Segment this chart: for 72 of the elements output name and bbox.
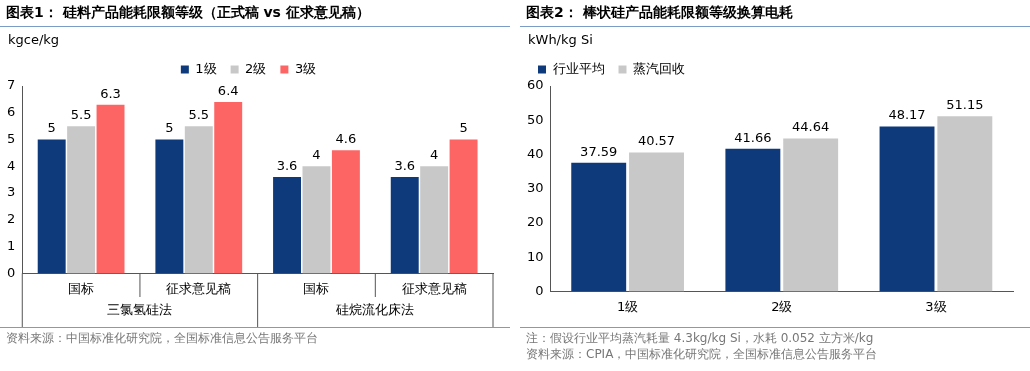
bar: [725, 148, 781, 292]
data-label: 40.57: [637, 133, 676, 149]
y-tick-label: 10: [527, 248, 544, 264]
data-label: 5: [459, 120, 468, 136]
bar: [937, 116, 993, 292]
data-label: 5.5: [70, 107, 92, 123]
data-label: 5: [165, 120, 174, 136]
data-label: 37.59: [580, 143, 618, 159]
y-tick-label: 50: [527, 111, 544, 127]
bar: [331, 150, 360, 274]
y-tick-label: 7: [6, 77, 16, 93]
y-tick-label: 40: [527, 145, 544, 161]
legend-label: 行业平均: [552, 60, 605, 76]
bar: [783, 138, 839, 292]
y-tick-label: 4: [6, 157, 16, 173]
legend-label: 1级: [195, 60, 217, 76]
data-label: 5.5: [188, 107, 210, 123]
bar: [214, 102, 243, 274]
y-tick-label: 0: [535, 282, 544, 298]
data-label: 51.15: [946, 97, 984, 113]
x-tick-label: 1级: [616, 298, 639, 314]
y-tick-label: 5: [6, 130, 16, 146]
data-label: 48.17: [888, 107, 926, 123]
bar: [184, 126, 213, 274]
legend-label: 2级: [245, 60, 267, 76]
text: 硅烷流化床法: [335, 302, 415, 318]
x-tick-label: 征求意见稿: [166, 280, 232, 296]
data-label: 3.6: [394, 157, 416, 173]
bar: [390, 177, 419, 274]
y-tick-label: 3: [6, 184, 16, 200]
bar: [155, 139, 184, 274]
y-tick-label: 6: [6, 104, 16, 120]
text: 三氯氢硅法: [107, 302, 173, 318]
text: 资料来源：中国标准化研究院，全国标准信息公告服务平台: [6, 330, 319, 346]
y-tick-label: 0: [6, 264, 16, 280]
data-label: 3.6: [276, 157, 298, 173]
bar: [96, 104, 125, 274]
data-label: 4: [430, 147, 439, 163]
y-axis-title: kgce/kg: [8, 31, 60, 47]
bar: [37, 139, 66, 274]
y-tick-label: 1: [6, 238, 16, 253]
x-tick-label: 国标: [303, 280, 330, 296]
bar: [571, 162, 627, 292]
chart-title: 图表1： 硅料产品能耗限额等级（正式稿 vs 征求意见稿）: [0, 0, 510, 27]
bar: [67, 126, 96, 274]
text: 资料来源：CPIA，中国标准化研究院，全国标准信息公告服务平台: [526, 346, 879, 362]
data-label: 4: [312, 147, 321, 163]
y-tick-label: 60: [527, 77, 544, 93]
bar: [879, 126, 935, 292]
chart-title: 图表2： 棒状硅产品能耗限额等级换算电耗: [520, 0, 1030, 27]
bar: [449, 139, 478, 274]
data-label: 41.66: [734, 129, 772, 145]
x-tick-label: 国标: [68, 280, 95, 296]
data-label: 6.4: [217, 82, 239, 98]
bar: [273, 177, 302, 274]
data-label: 4.6: [335, 131, 357, 147]
x-tick-label: 3级: [925, 298, 947, 314]
data-label: 6.3: [100, 85, 121, 101]
x-tick-label: 2级: [771, 298, 793, 314]
data-label: 5: [47, 120, 56, 136]
bar: [302, 166, 331, 274]
x-tick-label: 征求意见稿: [401, 280, 467, 296]
y-tick-label: 30: [527, 180, 544, 196]
y-tick-label: 20: [527, 214, 544, 230]
bar: [420, 166, 449, 274]
text: 注：假设行业平均蒸汽耗量 4.3kg/kg Si，水耗 0.052 立方米/kg: [526, 330, 875, 346]
data-label: 44.64: [792, 119, 830, 135]
y-tick-label: 2: [6, 211, 16, 227]
y-axis-title: kWh/kg Si: [528, 31, 593, 47]
bar: [629, 152, 684, 292]
legend-label: 蒸汽回收: [633, 60, 685, 76]
legend-label: 3级: [294, 60, 317, 76]
